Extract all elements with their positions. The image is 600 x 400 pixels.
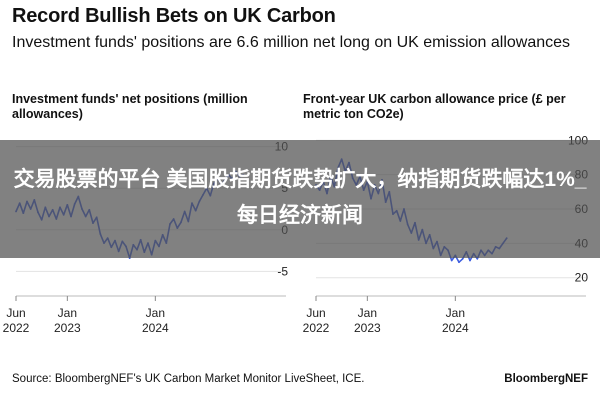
x-tick-month: Jun (6, 306, 25, 320)
x-tick-year: 2024 (442, 321, 469, 335)
overlay-banner: 交易股票的平台 美国股指期货跌势扩大，纳指期货跌幅达1%_每日经济新闻 (0, 140, 600, 258)
banner-headline[interactable]: 交易股票的平台 美国股指期货跌势扩大，纳指期货跌幅达1%_每日经济新闻 (13, 168, 587, 227)
x-tick-year: 2024 (142, 321, 169, 335)
y-tick-label: 20 (575, 271, 589, 285)
x-tick-month: Jun (306, 306, 325, 320)
chart-title: Record Bullish Bets on UK Carbon (12, 5, 336, 27)
data-point (469, 259, 471, 262)
x-tick-year: 2023 (354, 321, 381, 335)
right-panel-title: Front-year UK carbon allowance price (£ … (303, 92, 566, 121)
data-point (450, 259, 453, 262)
x-tick-month: Jan (58, 306, 77, 320)
data-point (458, 261, 460, 264)
x-tick-year: 2022 (303, 321, 330, 335)
x-tick-year: 2022 (3, 321, 30, 335)
left-panel-title: Investment funds' net positions (million… (12, 92, 248, 121)
source-note: Source: BloombergNEF's UK Carbon Market … (12, 373, 365, 385)
data-point (476, 257, 479, 260)
data-point (461, 257, 464, 260)
y-tick-label: -5 (277, 264, 288, 278)
x-tick-year: 2023 (54, 321, 81, 335)
x-tick-month: Jan (446, 306, 465, 320)
brand-logo: BloombergNEF (504, 373, 588, 385)
x-tick-month: Jan (146, 306, 165, 320)
chart-subtitle: Investment funds' positions are 6.6 mill… (12, 34, 571, 51)
x-tick-month: Jan (358, 306, 377, 320)
